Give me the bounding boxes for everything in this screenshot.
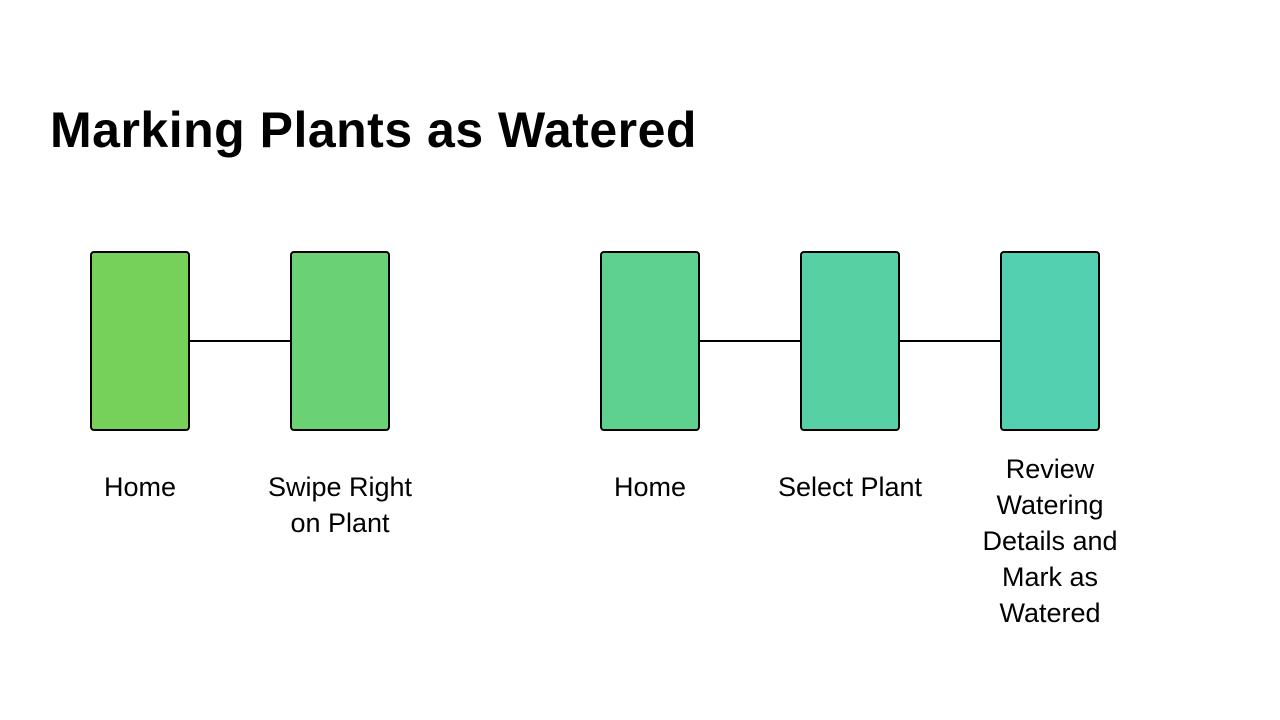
flow-connector xyxy=(900,340,1000,342)
step-label-home: Home xyxy=(103,472,177,502)
step-box-review-watering xyxy=(1000,251,1100,431)
flow-connector xyxy=(190,340,290,342)
step-box-home xyxy=(600,251,700,431)
step-label-select-plant: Select Plant xyxy=(777,472,923,502)
slide-title: Marking Plants as Watered xyxy=(50,102,697,158)
step-box-select-plant xyxy=(800,251,900,431)
step-box-swipe-right xyxy=(290,251,390,431)
flow-connector xyxy=(700,340,800,342)
step-label-review-watering: Review Watering Details and Mark as Wate… xyxy=(982,454,1118,628)
step-label-swipe-right: Swipe Right on Plant xyxy=(267,472,413,538)
step-box-home xyxy=(90,251,190,431)
step-label-home: Home xyxy=(613,472,687,502)
